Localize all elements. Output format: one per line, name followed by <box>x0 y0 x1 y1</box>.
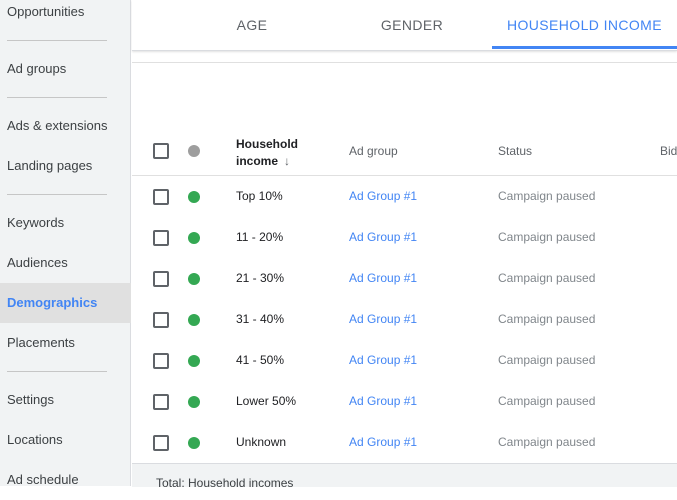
status-enabled-icon[interactable] <box>188 191 200 203</box>
sidebar: Opportunities Ad groups Ads & extensions… <box>0 0 131 487</box>
row-checkbox[interactable] <box>153 394 169 410</box>
column-header-label: Household <box>236 137 298 151</box>
ad-group-link[interactable]: Ad Group #1 <box>349 271 418 285</box>
table-header: Household income ↓ Ad group Status Bid <box>132 128 677 176</box>
status-enabled-icon[interactable] <box>188 314 200 326</box>
status-header-icon <box>188 145 200 157</box>
column-header-household-income[interactable]: Household income ↓ <box>236 136 298 170</box>
table-row: 41 - 50% Ad Group #1 Campaign paused <box>132 340 677 382</box>
sidebar-divider <box>7 97 107 98</box>
household-income-cell: Lower 50% <box>236 394 297 408</box>
table-toolbar <box>132 62 677 130</box>
table-row: Unknown Ad Group #1 Campaign paused <box>132 422 677 464</box>
tab-gender[interactable]: GENDER <box>380 17 444 33</box>
sort-arrow-icon[interactable]: ↓ <box>284 154 291 168</box>
ad-group-link[interactable]: Ad Group #1 <box>349 435 418 449</box>
table-row: Top 10% Ad Group #1 Campaign paused <box>132 176 677 218</box>
table-row: 11 - 20% Ad Group #1 Campaign paused <box>132 217 677 259</box>
household-income-cell: Top 10% <box>236 189 283 203</box>
select-all-checkbox[interactable] <box>153 143 169 159</box>
ad-group-link[interactable]: Ad Group #1 <box>349 189 418 203</box>
row-checkbox[interactable] <box>153 189 169 205</box>
sidebar-item-locations[interactable]: Locations <box>7 432 63 447</box>
ad-group-link[interactable]: Ad Group #1 <box>349 312 418 326</box>
active-tab-indicator <box>492 46 677 49</box>
status-enabled-icon[interactable] <box>188 437 200 449</box>
status-cell: Campaign paused <box>498 271 596 285</box>
sidebar-item-ads-extensions[interactable]: Ads & extensions <box>7 118 108 133</box>
household-income-cell: Unknown <box>236 435 287 449</box>
status-cell: Campaign paused <box>498 230 596 244</box>
sidebar-divider <box>7 40 107 41</box>
tab-age[interactable]: AGE <box>236 17 268 33</box>
status-enabled-icon[interactable] <box>188 396 200 408</box>
total-label: Total: Household incomes <box>156 476 294 490</box>
table-row: 21 - 30% Ad Group #1 Campaign paused <box>132 258 677 300</box>
household-income-cell: 21 - 30% <box>236 271 285 285</box>
sidebar-item-ad-groups[interactable]: Ad groups <box>7 61 67 76</box>
table-total-row: Total: Household incomes <box>132 463 677 490</box>
row-checkbox[interactable] <box>153 435 169 451</box>
row-checkbox[interactable] <box>153 312 169 328</box>
column-header-ad-group[interactable]: Ad group <box>349 144 398 158</box>
tab-household-income[interactable]: HOUSEHOLD INCOME <box>507 17 662 33</box>
demographics-tabs: AGE GENDER HOUSEHOLD INCOME <box>132 0 677 51</box>
household-income-cell: 11 - 20% <box>236 230 284 244</box>
table-row: Lower 50% Ad Group #1 Campaign paused <box>132 381 677 423</box>
sidebar-divider <box>7 194 107 195</box>
status-enabled-icon[interactable] <box>188 232 200 244</box>
column-header-label: income <box>236 154 279 168</box>
sidebar-item-keywords[interactable]: Keywords <box>7 215 65 230</box>
row-checkbox[interactable] <box>153 230 169 246</box>
column-header-bid[interactable]: Bid <box>660 144 677 158</box>
row-checkbox[interactable] <box>153 271 169 287</box>
sidebar-item-audiences[interactable]: Audiences <box>7 255 68 270</box>
ad-group-link[interactable]: Ad Group #1 <box>349 353 418 367</box>
status-cell: Campaign paused <box>498 312 596 326</box>
status-cell: Campaign paused <box>498 394 596 408</box>
status-cell: Campaign paused <box>498 435 596 449</box>
table-row: 31 - 40% Ad Group #1 Campaign paused <box>132 299 677 341</box>
sidebar-item-ad-schedule[interactable]: Ad schedule <box>7 472 79 487</box>
status-enabled-icon[interactable] <box>188 273 200 285</box>
status-cell: Campaign paused <box>498 189 596 203</box>
sidebar-item-demographics[interactable]: Demographics <box>0 283 131 323</box>
status-cell: Campaign paused <box>498 353 596 367</box>
sidebar-divider <box>7 371 107 372</box>
ad-group-link[interactable]: Ad Group #1 <box>349 230 418 244</box>
sidebar-item-settings[interactable]: Settings <box>7 392 54 407</box>
sidebar-item-landing-pages[interactable]: Landing pages <box>7 158 93 173</box>
sidebar-item-opportunities[interactable]: Opportunities <box>7 4 85 19</box>
sidebar-item-placements[interactable]: Placements <box>7 335 75 350</box>
row-checkbox[interactable] <box>153 353 169 369</box>
status-enabled-icon[interactable] <box>188 355 200 367</box>
household-income-cell: 41 - 50% <box>236 353 285 367</box>
household-income-cell: 31 - 40% <box>236 312 285 326</box>
column-header-status[interactable]: Status <box>498 144 533 158</box>
ad-group-link[interactable]: Ad Group #1 <box>349 394 418 408</box>
